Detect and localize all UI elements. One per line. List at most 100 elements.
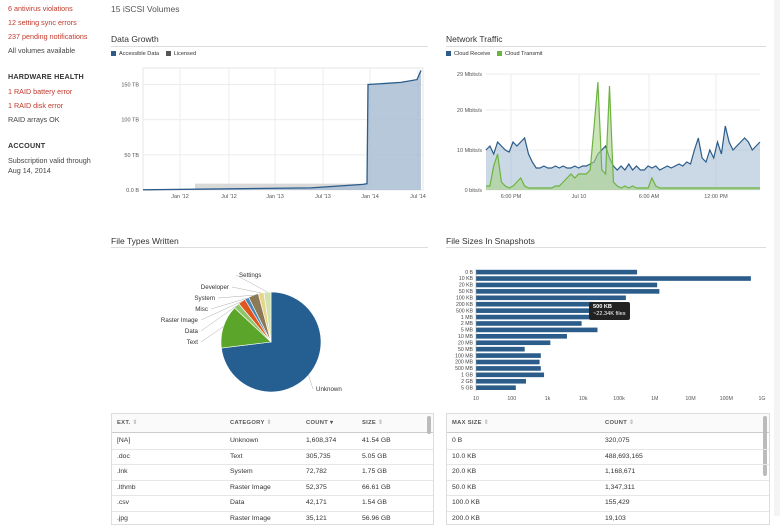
legend-swatch <box>111 51 116 56</box>
y-tick-label: 500 KB <box>456 308 474 314</box>
table-row[interactable]: 10.0 KB 488,693,165 <box>447 449 769 466</box>
x-tick-label: Jul 10 <box>572 194 587 200</box>
bar <box>476 321 582 326</box>
file-types-table: EXT. ⇕ CATEGORY ⇕ COUNT ▾ SIZE ⇕ [NA]Unk… <box>111 413 434 525</box>
bar <box>476 276 751 281</box>
table-cell: .lnk <box>117 468 128 475</box>
legend-swatch <box>166 51 171 56</box>
network-traffic-chart[interactable]: 0 bits/s10 Mbits/s20 Mbits/s29 Mbits/s6:… <box>446 62 766 204</box>
y-tick-label: 20 Mbits/s <box>457 108 482 114</box>
col-category[interactable]: CATEGORY ⇕ <box>230 420 272 426</box>
x-tick-label: 10M <box>685 396 695 402</box>
table-cell: 305,735 <box>306 453 331 460</box>
bar <box>476 308 596 313</box>
x-tick-label: 1G <box>758 396 765 402</box>
volumes-title: 15 iSCSI Volumes <box>111 4 180 14</box>
legend-item[interactable]: Cloud Receive <box>446 51 490 57</box>
legend-item[interactable]: Accessible Data <box>111 51 159 57</box>
col-max-size[interactable]: MAX SIZE ⇕ <box>452 420 489 426</box>
legend-label: Cloud Transmit <box>505 51 543 57</box>
bar <box>476 334 567 339</box>
scrollbar[interactable] <box>427 416 431 434</box>
table-cell: .lthmb <box>117 484 136 491</box>
bar <box>476 270 637 275</box>
alert-raid-battery[interactable]: 1 RAID battery error <box>8 87 72 96</box>
alert-sync-errors[interactable]: 12 setting sync errors <box>8 18 77 27</box>
y-tick-label: 50 MB <box>458 347 474 353</box>
y-tick-label: 500 MB <box>455 366 473 372</box>
bar <box>476 347 525 352</box>
y-tick-label: 2 MB <box>461 321 474 327</box>
y-tick-label: 1 GB <box>461 373 473 379</box>
col-ext[interactable]: EXT. ⇕ <box>117 420 138 426</box>
table-cell: .doc <box>117 453 130 460</box>
status-raid-arrays: RAID arrays OK <box>8 115 60 124</box>
y-tick-label: 5 GB <box>461 385 473 391</box>
divider <box>446 247 766 248</box>
x-tick-label: 1M <box>651 396 658 402</box>
table-cell: 488,693,165 <box>605 453 643 460</box>
bar <box>476 373 544 378</box>
bar <box>476 289 659 294</box>
network-traffic-legend: Cloud Receive Cloud Transmit <box>446 51 543 57</box>
bar <box>476 295 626 300</box>
x-tick-label: 10 <box>473 396 479 402</box>
y-tick-label: 2 GB <box>461 379 473 385</box>
alert-notifications[interactable]: 237 pending notifications <box>8 32 88 41</box>
x-tick-label: 6:00 PM <box>501 194 522 200</box>
x-tick-label: 6:00 AM <box>639 194 660 200</box>
series-cloud-receive-area <box>486 126 760 190</box>
y-tick-label: 150 TB <box>121 83 139 89</box>
col-count[interactable]: COUNT ▾ <box>306 420 333 426</box>
y-tick-label: 1 MB <box>461 315 474 321</box>
bar <box>476 302 593 307</box>
alert-raid-disk[interactable]: 1 RAID disk error <box>8 101 63 110</box>
bar <box>476 315 590 320</box>
sidebar: 6 antivirus violations 12 setting sync e… <box>0 0 100 516</box>
bar <box>476 385 516 390</box>
y-tick-label: 100 TB <box>121 118 139 124</box>
table-cell: Data <box>230 499 244 506</box>
x-tick-label: 1k <box>545 396 551 402</box>
alert-antivirus[interactable]: 6 antivirus violations <box>8 4 73 13</box>
tooltip-count: ~22.34K files <box>593 311 626 318</box>
legend-label: Cloud Receive <box>454 51 490 57</box>
divider <box>111 247 428 248</box>
table-cell: 20.0 KB <box>452 468 476 475</box>
legend-item[interactable]: Cloud Transmit <box>497 51 543 57</box>
col-count[interactable]: COUNT ⇕ <box>605 420 634 426</box>
table-cell: [NA] <box>117 437 130 444</box>
legend-label: Licensed <box>174 51 196 57</box>
bar <box>476 379 526 384</box>
x-tick-label: 100 <box>507 396 516 402</box>
table-header: EXT. ⇕ CATEGORY ⇕ COUNT ▾ SIZE ⇕ <box>112 414 433 433</box>
x-tick-label: 12:00 PM <box>704 194 728 200</box>
col-size[interactable]: SIZE ⇕ <box>362 420 383 426</box>
pie-label: Data <box>185 328 199 335</box>
table-header: MAX SIZE ⇕ COUNT ⇕ <box>447 414 769 433</box>
y-tick-label: 20 KB <box>459 283 474 289</box>
y-tick-label: 100 KB <box>456 296 474 302</box>
divider <box>111 46 428 47</box>
divider <box>446 46 766 47</box>
legend-item[interactable]: Licensed <box>166 51 196 57</box>
y-tick-label: 29 Mbits/s <box>457 72 482 78</box>
table-cell: 10.0 KB <box>452 453 476 460</box>
table-cell: 320,075 <box>605 437 630 444</box>
page-scrollbar[interactable] <box>774 0 780 516</box>
pie-leader-line <box>232 287 261 293</box>
